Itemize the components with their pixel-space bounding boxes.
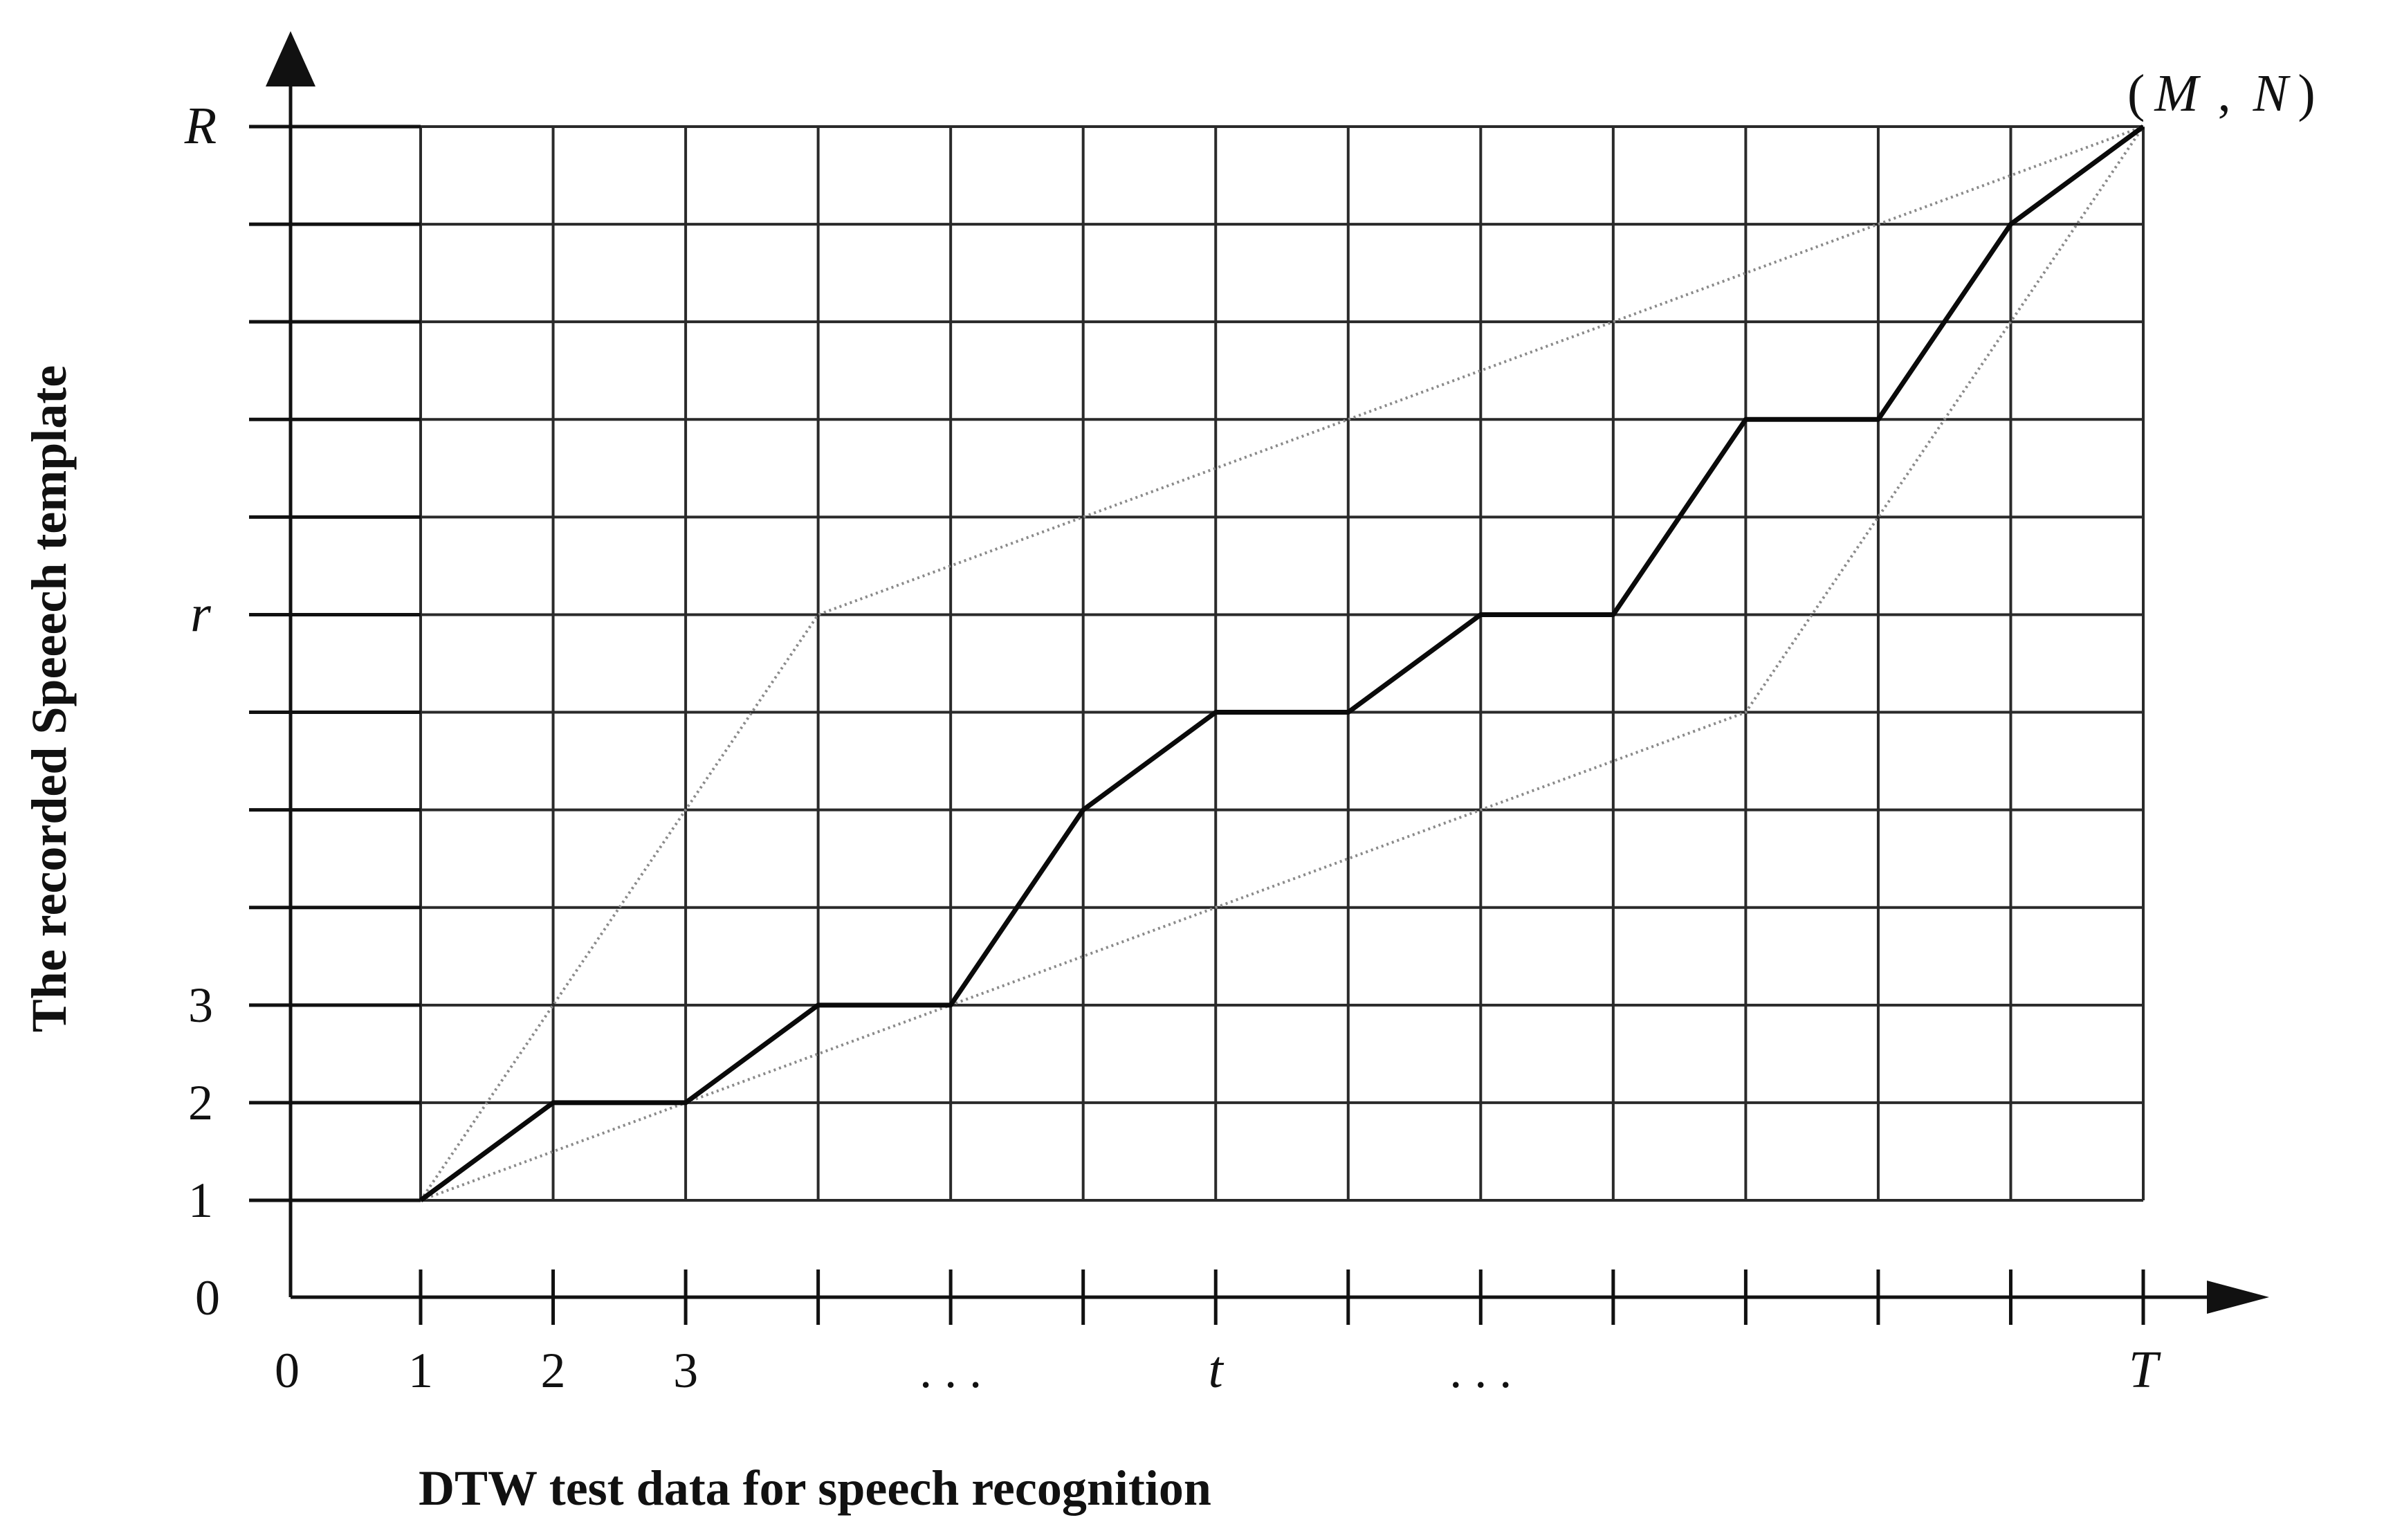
- x-tick-label: 1: [408, 1343, 433, 1398]
- x-tick-label: . . .: [919, 1343, 982, 1398]
- y-axis-arrowhead: [266, 31, 315, 86]
- corner-open-paren: (: [2127, 64, 2145, 122]
- x-tick-label: T: [2129, 1341, 2161, 1399]
- warping-path-layer: [419, 125, 2145, 1202]
- x-axis-arrowhead: [2207, 1281, 2269, 1314]
- y-tick-label: R: [184, 97, 217, 155]
- origin-y-label: 0: [195, 1270, 220, 1326]
- grid: [419, 125, 2145, 1202]
- origin-x-label: 0: [275, 1343, 300, 1398]
- upper-boundary-line: [419, 125, 2144, 1202]
- x-tick-label: . . .: [1449, 1343, 1512, 1398]
- warping-path-line: [419, 125, 2145, 1202]
- ticks: [249, 125, 2145, 1325]
- y-tick-label: 1: [188, 1173, 213, 1228]
- axes: [266, 31, 2269, 1314]
- boundary-lines: [419, 125, 2145, 1202]
- y-axis-title: The recorded Speeech template: [21, 365, 77, 1032]
- corner-n: N: [2253, 64, 2291, 122]
- y-tick-label: 3: [188, 978, 213, 1033]
- x-axis-title: DTW test data for speech recognition: [419, 1460, 1211, 1516]
- corner-comma: ,: [2218, 64, 2231, 122]
- x-tick-label: 3: [673, 1343, 698, 1398]
- corner-close-paren: ): [2298, 64, 2315, 122]
- x-tick-label: 2: [541, 1343, 566, 1398]
- y-tick-label: 2: [188, 1075, 213, 1130]
- corner-m: M: [2154, 64, 2201, 122]
- x-tick-label: t: [1209, 1341, 1225, 1399]
- corner-label-mn: (M, N): [2127, 64, 2316, 122]
- lower-boundary-line: [420, 125, 2145, 1202]
- labels: 0 0 (M, N) DTW test data for speech recog…: [21, 64, 2316, 1516]
- y-tick-label: r: [190, 585, 211, 643]
